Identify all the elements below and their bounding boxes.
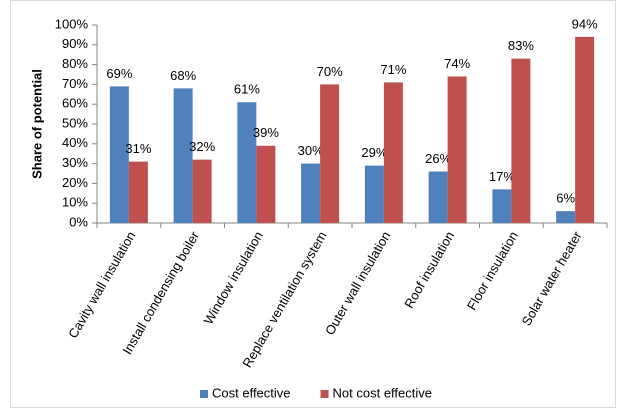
x-tick-label: Roof insulation	[401, 229, 457, 311]
legend-swatch	[200, 390, 208, 398]
y-tick-label: 20%	[62, 175, 88, 190]
value-label: 74%	[444, 56, 470, 71]
y-tick-label: 10%	[62, 195, 88, 210]
x-tick-label: Solar water heater	[519, 228, 585, 328]
x-tick-label: Window insulation	[201, 229, 266, 327]
value-label: 17%	[489, 169, 515, 184]
y-tick-label: 50%	[62, 115, 88, 130]
y-tick-label: 90%	[62, 36, 88, 51]
legend-label: Cost effective	[212, 385, 291, 400]
bar	[109, 86, 129, 223]
value-label: 39%	[253, 125, 279, 140]
bar	[237, 102, 257, 223]
bar	[575, 36, 595, 223]
y-tick-label: 60%	[62, 96, 88, 111]
value-label: 70%	[317, 64, 343, 79]
y-tick-label: 100%	[55, 16, 89, 31]
value-label: 94%	[572, 16, 598, 31]
bar	[192, 159, 212, 223]
value-label: 26%	[425, 151, 451, 166]
x-tick-label: Floor insulation	[464, 229, 521, 313]
bar	[301, 163, 321, 223]
bar	[256, 145, 276, 223]
bar	[173, 88, 193, 223]
bar	[428, 171, 448, 223]
y-tick-label: 80%	[62, 56, 88, 71]
value-label: 68%	[170, 68, 196, 83]
value-label: 30%	[298, 143, 324, 158]
bar	[492, 189, 512, 223]
value-label: 6%	[556, 191, 575, 206]
y-axis-label: Share of potential	[29, 69, 44, 179]
bar	[447, 76, 467, 223]
x-tick-label: Outer wall insulation	[322, 229, 394, 338]
bar	[511, 58, 531, 223]
bar	[128, 161, 148, 223]
legend-swatch	[320, 390, 329, 398]
y-tick-label: 40%	[62, 135, 88, 150]
y-tick-label: 0%	[69, 214, 88, 229]
bar	[364, 165, 384, 223]
chart-border	[10, 0, 616, 408]
value-label: 61%	[234, 82, 260, 97]
bar	[556, 211, 576, 223]
value-label: 83%	[508, 38, 534, 53]
value-label: 71%	[380, 62, 406, 77]
y-tick-label: 30%	[62, 155, 88, 170]
value-label: 69%	[106, 66, 132, 81]
value-label: 29%	[361, 145, 387, 160]
bar	[383, 82, 403, 223]
y-tick-label: 70%	[62, 76, 88, 91]
value-label: 32%	[189, 139, 215, 154]
legend-label: Not cost effective	[333, 385, 432, 400]
bar	[320, 84, 340, 224]
x-tick-label: Cavity wall insulation	[65, 229, 138, 341]
value-label: 31%	[125, 141, 151, 156]
